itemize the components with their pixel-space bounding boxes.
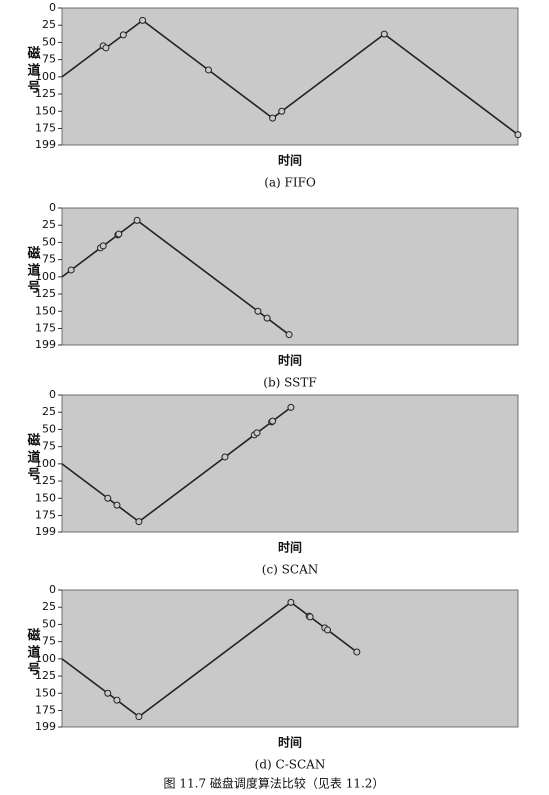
point bbox=[67, 266, 75, 274]
point bbox=[113, 501, 121, 509]
y-tick-label: 75 bbox=[42, 440, 56, 453]
point bbox=[287, 403, 295, 411]
point bbox=[99, 242, 107, 250]
point bbox=[115, 230, 123, 238]
y-tick-label: 125 bbox=[35, 474, 56, 487]
y-tick-label: 50 bbox=[42, 422, 56, 435]
point bbox=[119, 31, 127, 39]
y-tick-label: 199 bbox=[35, 720, 56, 733]
point bbox=[135, 518, 143, 526]
figure-caption: 图 11.7 磁盘调度算法比较（见表 11.2） bbox=[164, 776, 385, 791]
y-tick-label: 0 bbox=[49, 583, 56, 596]
point bbox=[306, 613, 314, 621]
y-tick-label: 150 bbox=[35, 104, 56, 117]
y-tick-label: 0 bbox=[49, 1, 56, 14]
y-tick-label: 25 bbox=[42, 405, 56, 418]
y-axis-label: 磁道号 bbox=[25, 45, 41, 97]
y-tick-label: 25 bbox=[42, 218, 56, 231]
point bbox=[104, 689, 112, 697]
point bbox=[254, 307, 262, 315]
y-tick-label: 100 bbox=[35, 70, 56, 83]
point bbox=[269, 417, 277, 425]
y-tick-label: 100 bbox=[35, 270, 56, 283]
y-tick-label: 25 bbox=[42, 600, 56, 613]
point bbox=[285, 331, 293, 339]
y-axis-label: 磁道号 bbox=[25, 245, 41, 297]
point bbox=[221, 453, 229, 461]
y-tick-label: 0 bbox=[49, 388, 56, 401]
chart-title: (a) FIFO bbox=[264, 176, 316, 190]
point bbox=[278, 107, 286, 115]
point bbox=[139, 16, 147, 24]
plot-area bbox=[61, 207, 519, 346]
point bbox=[263, 314, 271, 322]
y-tick-label: 175 bbox=[35, 703, 56, 716]
chart-title: (b) SSTF bbox=[263, 376, 316, 390]
point bbox=[133, 216, 141, 224]
point bbox=[113, 696, 121, 704]
y-tick-label: 0 bbox=[49, 201, 56, 214]
point bbox=[287, 598, 295, 606]
y-tick-label: 150 bbox=[35, 686, 56, 699]
y-tick-label: 75 bbox=[42, 253, 56, 266]
plot-area bbox=[61, 7, 519, 146]
x-axis-label: 时间 bbox=[278, 735, 302, 750]
chart-title: (c) SCAN bbox=[262, 563, 318, 577]
y-tick-label: 50 bbox=[42, 235, 56, 248]
y-tick-label: 175 bbox=[35, 508, 56, 521]
x-axis-label: 时间 bbox=[278, 153, 302, 168]
y-tick-label: 100 bbox=[35, 457, 56, 470]
point bbox=[135, 713, 143, 721]
y-tick-label: 199 bbox=[35, 338, 56, 351]
y-tick-label: 100 bbox=[35, 652, 56, 665]
y-tick-label: 150 bbox=[35, 491, 56, 504]
point bbox=[205, 66, 213, 74]
y-tick-label: 175 bbox=[35, 121, 56, 134]
y-tick-label: 75 bbox=[42, 635, 56, 648]
y-tick-label: 50 bbox=[42, 35, 56, 48]
y-tick-label: 50 bbox=[42, 617, 56, 630]
y-axis-label: 磁道号 bbox=[25, 627, 41, 679]
y-tick-label: 75 bbox=[42, 53, 56, 66]
point bbox=[514, 131, 522, 139]
plot-area bbox=[61, 394, 519, 533]
point bbox=[380, 30, 388, 38]
y-axis-label: 磁道号 bbox=[25, 432, 41, 484]
y-tick-label: 125 bbox=[35, 287, 56, 300]
point bbox=[253, 429, 261, 437]
y-tick-label: 25 bbox=[42, 18, 56, 31]
point bbox=[353, 648, 361, 656]
point bbox=[324, 626, 332, 634]
y-tick-label: 150 bbox=[35, 304, 56, 317]
x-axis-label: 时间 bbox=[278, 540, 302, 555]
y-tick-label: 199 bbox=[35, 138, 56, 151]
point bbox=[269, 114, 277, 122]
y-tick-label: 199 bbox=[35, 525, 56, 538]
y-tick-label: 125 bbox=[35, 87, 56, 100]
y-tick-label: 175 bbox=[35, 321, 56, 334]
y-tick-label: 125 bbox=[35, 669, 56, 682]
x-axis-label: 时间 bbox=[278, 353, 302, 368]
plot-area bbox=[61, 589, 519, 728]
point bbox=[104, 494, 112, 502]
chart-title: (d) C-SCAN bbox=[255, 758, 326, 772]
point bbox=[102, 44, 110, 52]
